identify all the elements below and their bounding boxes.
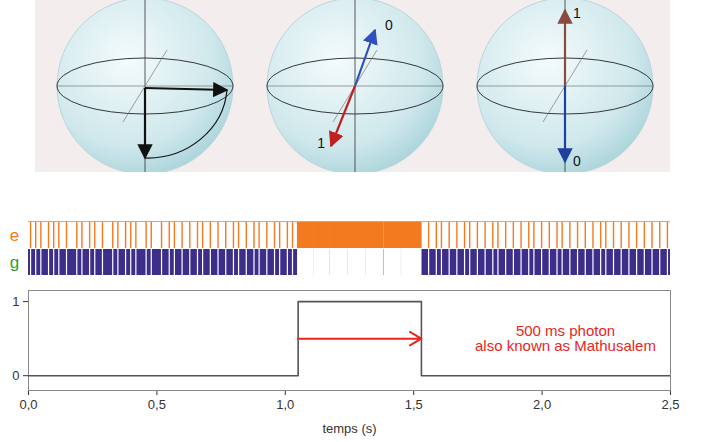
svg-text:e: e <box>10 226 19 245</box>
svg-text:2,0: 2,0 <box>533 397 551 412</box>
svg-text:0: 0 <box>573 153 581 169</box>
svg-text:500 ms photonalso known as Mat: 500 ms photonalso known as Mathusalem <box>475 322 656 354</box>
svg-text:g: g <box>10 253 19 272</box>
svg-text:temps (s): temps (s) <box>322 421 376 436</box>
svg-text:1: 1 <box>317 135 325 151</box>
svg-text:1,5: 1,5 <box>405 397 423 412</box>
svg-text:2,5: 2,5 <box>661 397 679 412</box>
svg-text:0,5: 0,5 <box>148 397 166 412</box>
svg-text:1,0: 1,0 <box>276 397 294 412</box>
svg-text:0: 0 <box>12 368 19 383</box>
svg-text:1: 1 <box>12 294 19 309</box>
svg-text:0: 0 <box>385 17 393 33</box>
svg-text:1: 1 <box>573 5 581 21</box>
svg-text:0,0: 0,0 <box>19 397 37 412</box>
